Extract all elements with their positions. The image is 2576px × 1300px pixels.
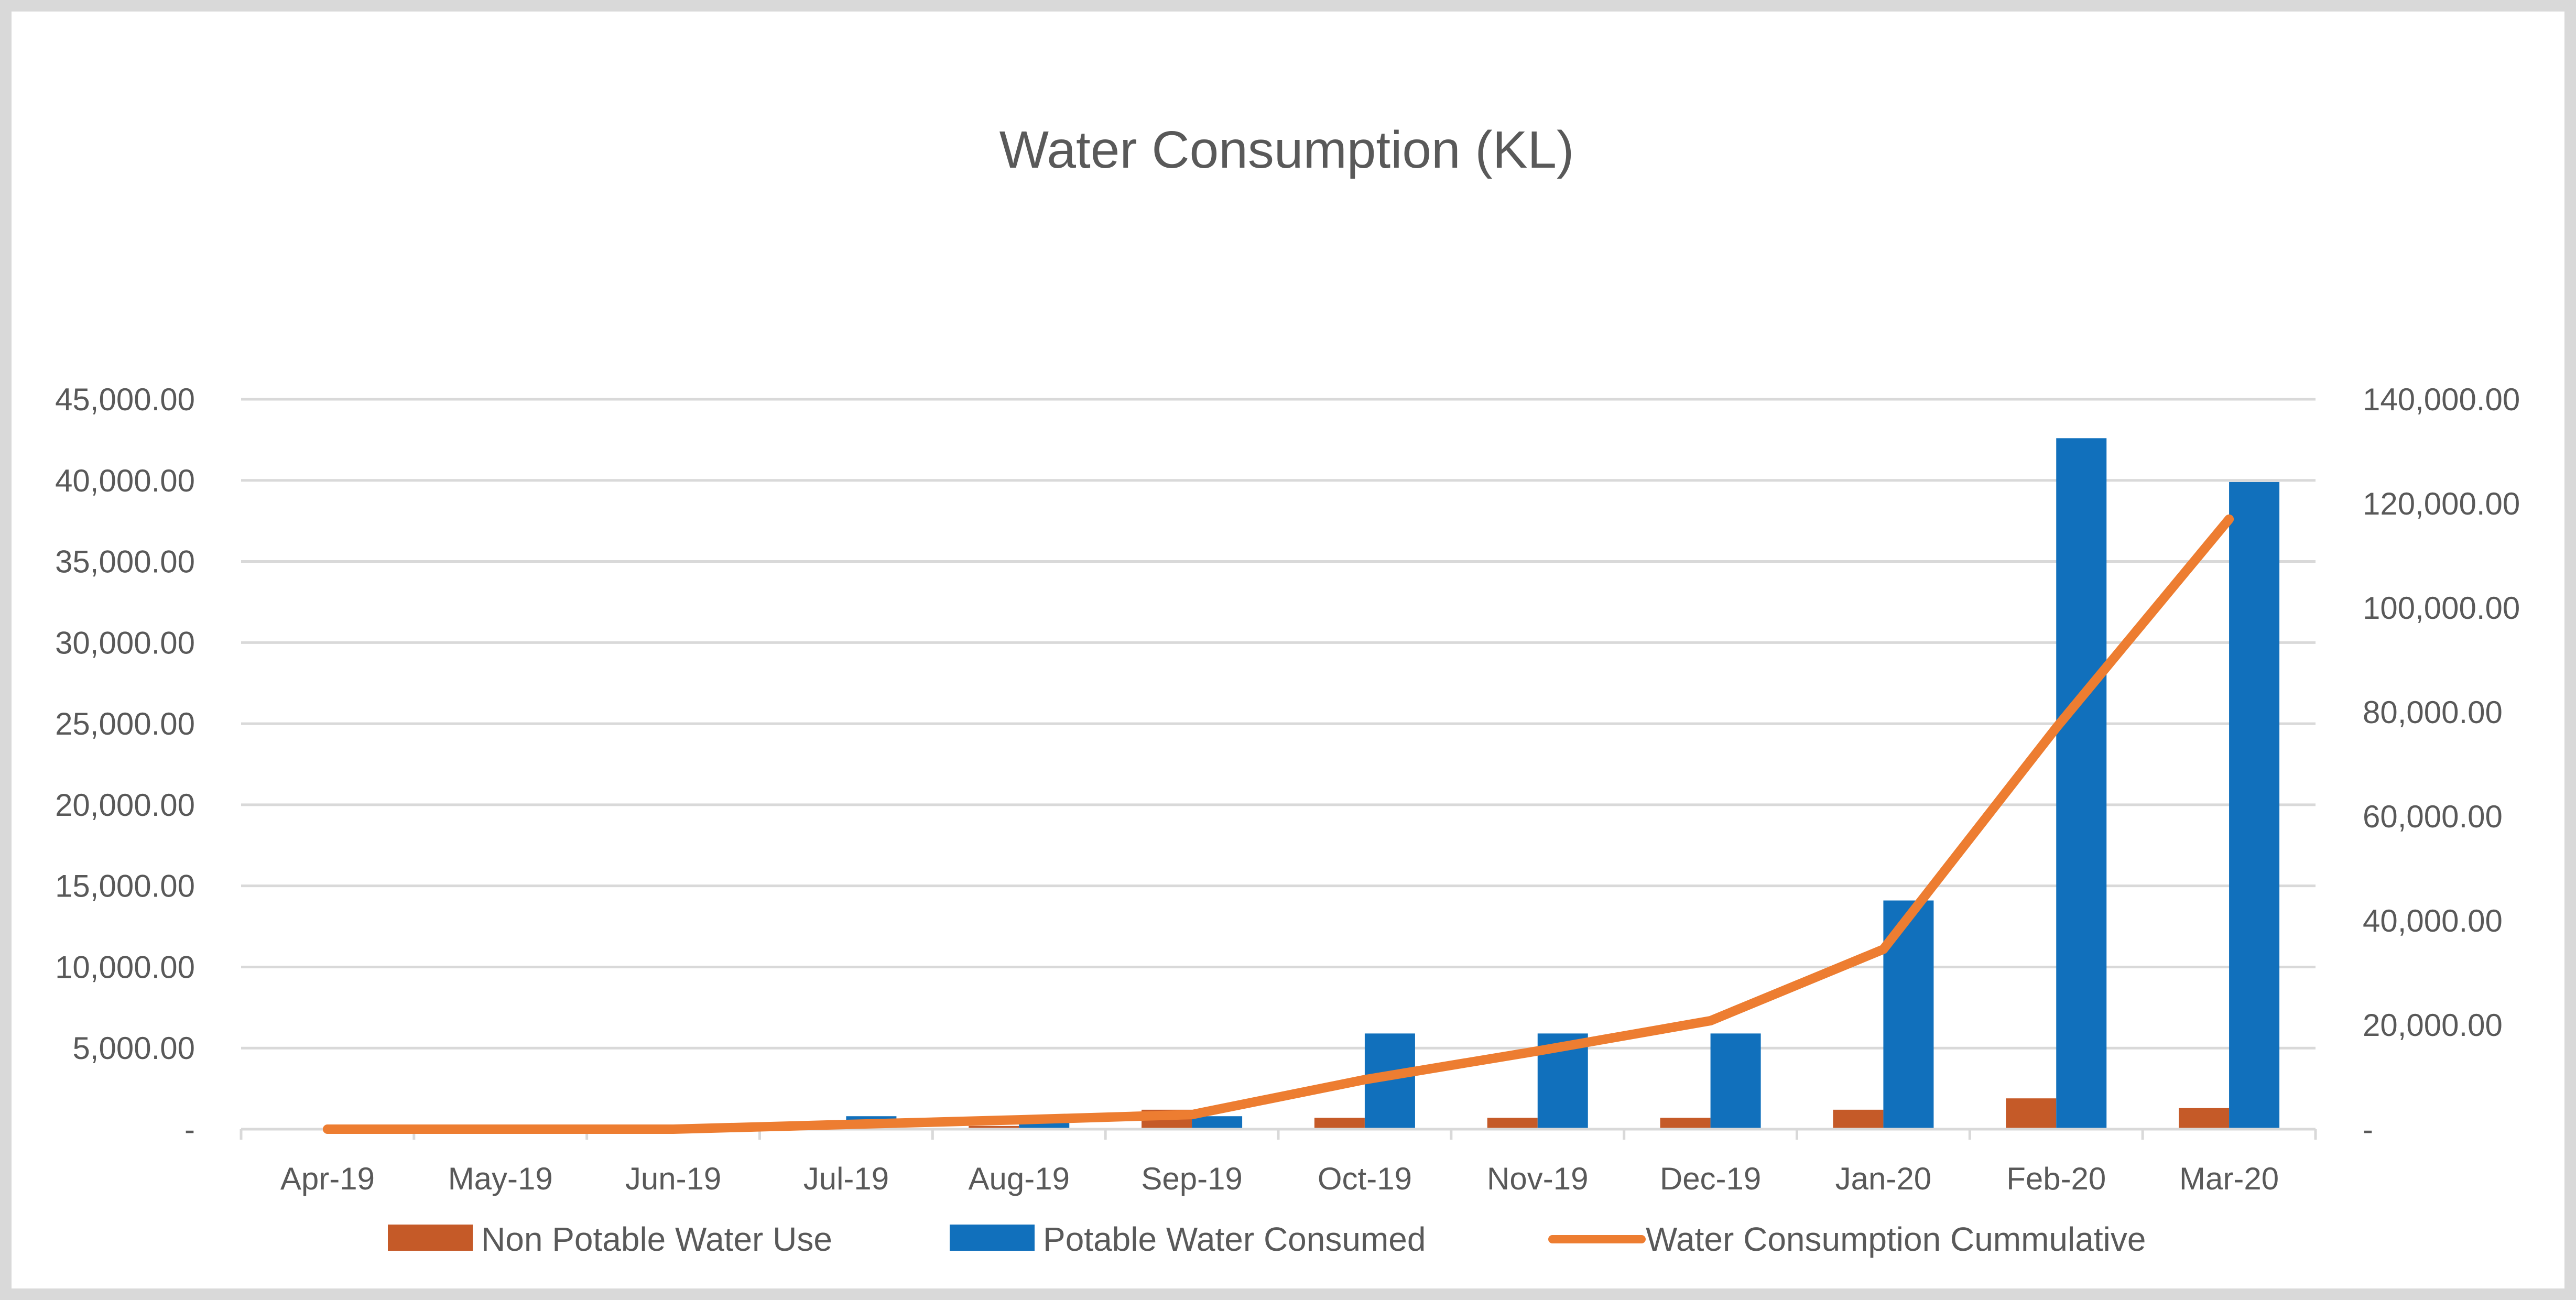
right-axis-ticks: - 20,000.00 40,000.00 60,000.00 80,000.00 100… <box>2363 382 2520 1147</box>
left-axis-ticks: - 5,000.00 10,000.00 15,000.00 20,000.00 25,0… <box>55 382 195 1147</box>
legend-label: Water Consumption Cummulative <box>1646 1220 2146 1258</box>
x-tick-label: Jul-19 <box>803 1161 889 1196</box>
x-tick-label: Jan-20 <box>1835 1161 1931 1196</box>
legend-label: Non Potable Water Use <box>481 1220 832 1258</box>
left-tick-label: 25,000.00 <box>55 706 195 741</box>
left-tick-label: 15,000.00 <box>55 869 195 904</box>
line-series <box>322 514 2234 1134</box>
chart-title: Water Consumption (KL) <box>999 121 1574 179</box>
x-tick-label: Oct-19 <box>1318 1161 1412 1196</box>
bar-non-potable <box>1660 1118 1711 1129</box>
bar-non-potable <box>1314 1118 1365 1129</box>
x-tick-label: Jun-19 <box>625 1161 721 1196</box>
right-tick-label: 40,000.00 <box>2363 903 2503 938</box>
legend-label: Potable Water Consumed <box>1043 1220 1426 1258</box>
x-tick-label: May-19 <box>448 1161 553 1196</box>
bar-non-potable <box>969 1126 1019 1129</box>
right-tick-label: 140,000.00 <box>2363 382 2520 417</box>
bar-non-potable <box>2179 1108 2230 1129</box>
x-tick-label: Sep-19 <box>1141 1161 1242 1196</box>
left-tick-label: 35,000.00 <box>55 544 195 580</box>
legend-swatch <box>388 1225 473 1251</box>
left-tick-label: - <box>184 1112 195 1147</box>
x-tick-label: Feb-20 <box>2006 1161 2106 1196</box>
right-tick-label: 100,000.00 <box>2363 591 2520 626</box>
bar-potable <box>1192 1116 1243 1129</box>
right-tick-label: 80,000.00 <box>2363 695 2503 730</box>
x-axis: Apr-19 May-19 Jun-19 Jul-19 Aug-19 Sep-19 Oct-… <box>240 1128 2317 1196</box>
right-tick-label: 60,000.00 <box>2363 799 2503 834</box>
left-tick-label: 30,000.00 <box>55 625 195 660</box>
bar-potable <box>2229 482 2280 1130</box>
x-tick-label: Dec-19 <box>1660 1161 1761 1196</box>
left-tick-label: 45,000.00 <box>55 382 195 417</box>
x-tick-label: Aug-19 <box>969 1161 1070 1196</box>
left-tick-label: 40,000.00 <box>55 463 195 498</box>
bar-non-potable <box>2006 1098 2057 1129</box>
left-tick-label: 10,000.00 <box>55 949 195 985</box>
x-tick-label: Mar-20 <box>2179 1161 2279 1196</box>
left-tick-label: 20,000.00 <box>55 788 195 823</box>
right-tick-label: 20,000.00 <box>2363 1008 2503 1043</box>
cumulative-line <box>322 514 2234 1134</box>
bar-non-potable <box>1833 1109 1884 1129</box>
legend-swatch <box>950 1225 1035 1251</box>
x-tick-label: Apr-19 <box>280 1161 375 1196</box>
bar-potable <box>2056 438 2107 1129</box>
gridlines <box>241 398 2316 1050</box>
x-tick-label: Nov-19 <box>1487 1161 1588 1196</box>
bar-non-potable <box>1487 1118 1538 1129</box>
bar-potable <box>1710 1033 1761 1129</box>
legend: Non Potable Water Use Potable Water Consu… <box>388 1220 2146 1258</box>
left-tick-label: 5,000.00 <box>72 1031 195 1066</box>
right-tick-label: - <box>2363 1112 2373 1147</box>
right-tick-label: 120,000.00 <box>2363 486 2520 521</box>
chart-frame <box>12 12 2564 1288</box>
bars <box>846 438 2280 1130</box>
